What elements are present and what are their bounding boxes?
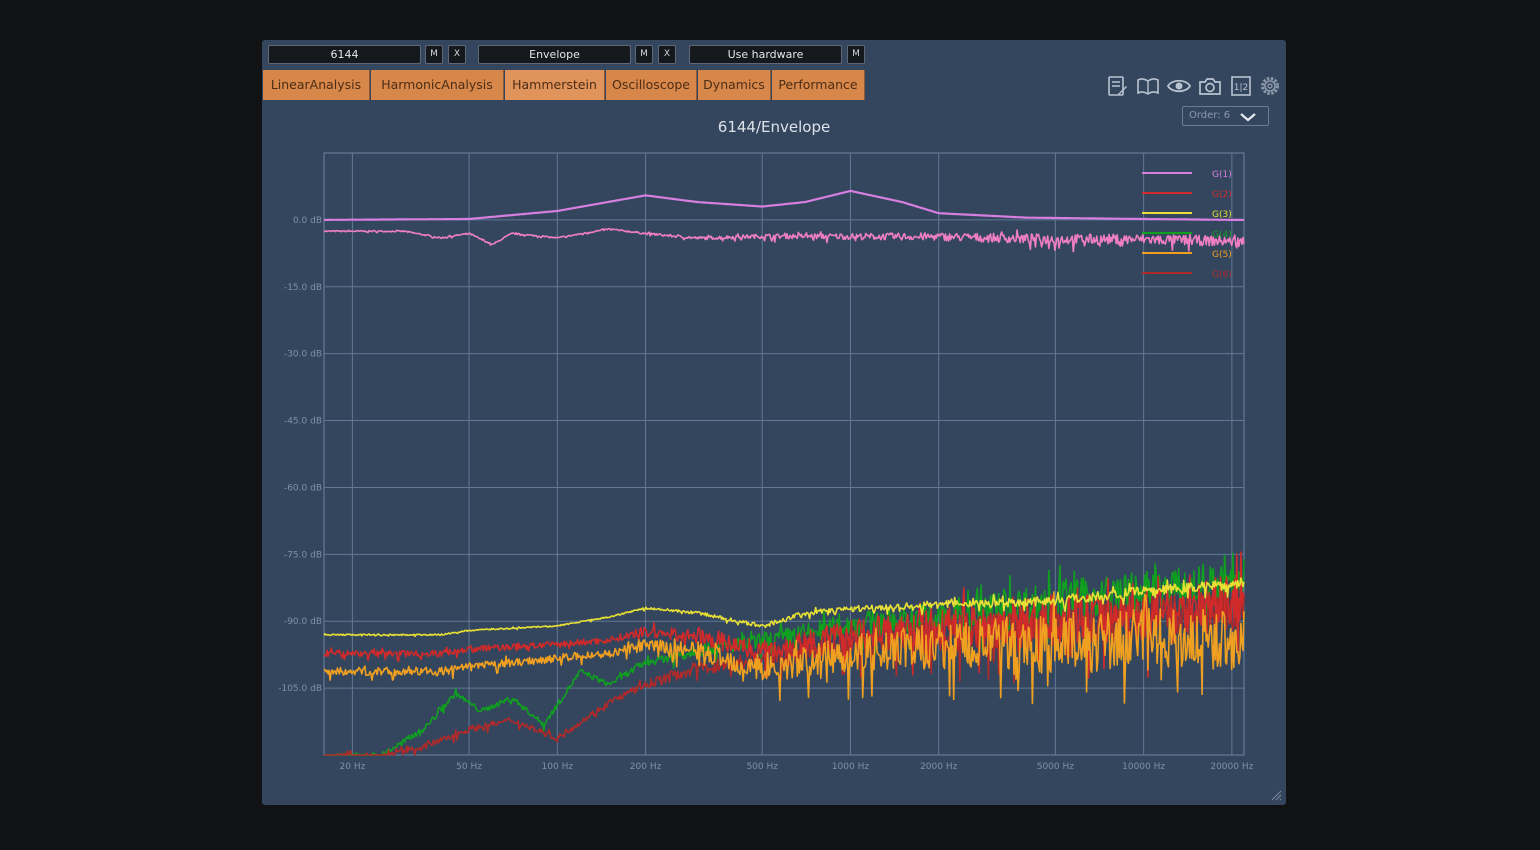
series-line (323, 227, 1245, 253)
chevron-down-icon (1240, 113, 1256, 122)
svg-text:1|2: 1|2 (1234, 83, 1248, 93)
hardware-field[interactable]: Use hardware (689, 45, 842, 64)
legend-label: G(2) (1212, 190, 1232, 200)
x-tick-label: 5000 Hz (1037, 762, 1075, 772)
mute-button-2[interactable]: M (635, 45, 653, 64)
y-tick-label: -15.0 dB (284, 283, 322, 293)
legend-label: G(5) (1212, 250, 1232, 260)
y-tick-label: -30.0 dB (284, 350, 322, 360)
tab-hammerstein[interactable]: Hammerstein (505, 70, 605, 100)
harmonic-chart: 20 Hz 50 Hz 100 Hz 200 Hz 500 Hz 1000 Hz 2000 … (278, 152, 1254, 772)
split-view-icon[interactable]: 1|2 (1229, 74, 1253, 98)
y-tick-label: 0.0 dB (293, 216, 322, 226)
book-icon[interactable] (1136, 74, 1160, 98)
x-tick-label: 200 Hz (630, 762, 662, 772)
series-line (323, 577, 1245, 638)
tab-linear-analysis[interactable]: LinearAnalysis (263, 70, 370, 100)
close-button-1[interactable]: X (448, 45, 466, 64)
resize-grip-icon[interactable] (1270, 789, 1282, 801)
y-tick-label: -90.0 dB (284, 617, 322, 627)
gear-icon[interactable] (1258, 74, 1282, 98)
tab-harmonic-analysis[interactable]: HarmonicAnalysis (371, 70, 504, 100)
camera-icon[interactable] (1198, 74, 1222, 98)
order-select[interactable]: Order: 6 (1182, 106, 1269, 126)
close-button-2[interactable]: X (658, 45, 676, 64)
x-tick-label: 10000 Hz (1122, 762, 1165, 772)
y-tick-label: -75.0 dB (284, 550, 322, 560)
eye-icon[interactable] (1167, 74, 1191, 98)
mute-button-1[interactable]: M (425, 45, 443, 64)
x-tick-label: 2000 Hz (920, 762, 958, 772)
series-line (324, 552, 1245, 756)
y-tick-label: -60.0 dB (284, 483, 322, 493)
y-tick-label: -105.0 dB (278, 684, 322, 694)
legend-label: G(6) (1212, 270, 1232, 280)
tab-oscilloscope[interactable]: Oscilloscope (606, 70, 697, 100)
toolbar: 6144 M X Envelope M X Use hardware M (262, 40, 1286, 70)
legend-label: G(4) (1212, 230, 1232, 240)
app-window: 6144 M X Envelope M X Use hardware M Lin… (262, 40, 1286, 805)
x-tick-label: 20 Hz (340, 762, 366, 772)
x-tick-label: 20000 Hz (1210, 762, 1253, 772)
x-tick-label: 50 Hz (456, 762, 482, 772)
legend-label: G(3) (1212, 210, 1232, 220)
x-tick-label: 100 Hz (542, 762, 574, 772)
measurement-field[interactable]: 6144 (268, 45, 421, 64)
legend-label: G(1) (1212, 170, 1232, 180)
mute-button-3[interactable]: M (847, 45, 865, 64)
series-line (323, 591, 1245, 705)
tab-dynamics[interactable]: Dynamics (698, 70, 771, 100)
tab-performance[interactable]: Performance (772, 70, 865, 100)
analysis-field[interactable]: Envelope (478, 45, 631, 64)
y-tick-label: -45.0 dB (284, 417, 322, 427)
chart-title: 6144/Envelope (717, 118, 831, 136)
notes-icon[interactable] (1105, 74, 1129, 98)
order-select-value: Order: 6 (1189, 110, 1231, 121)
x-tick-label: 1000 Hz (832, 762, 870, 772)
series-line (323, 189, 1245, 221)
x-tick-label: 500 Hz (746, 762, 778, 772)
